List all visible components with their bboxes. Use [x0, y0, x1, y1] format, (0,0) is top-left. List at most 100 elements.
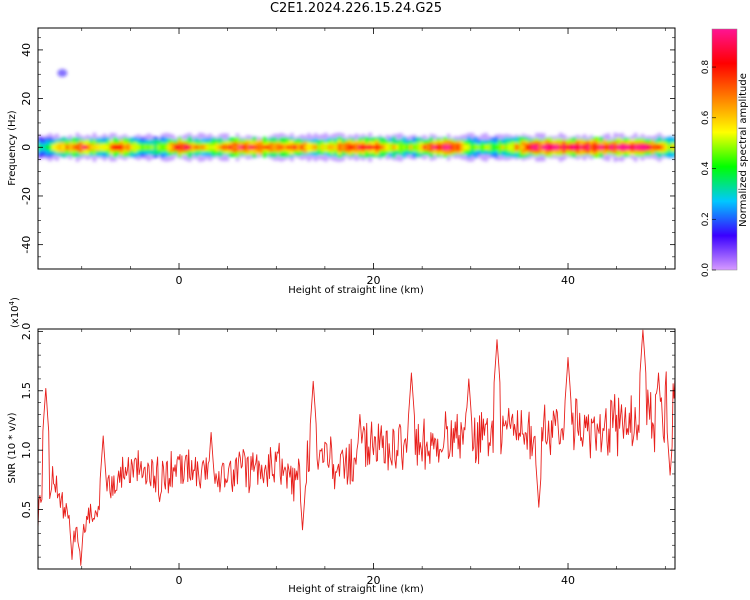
- spectrogram-cell: [599, 144, 604, 151]
- spectrogram-cell: [55, 144, 60, 150]
- spectrogram-cell: [633, 145, 638, 150]
- spectrogram-cell: [252, 145, 257, 150]
- spectrogram-x-ticks: 0 20 40: [81, 28, 666, 287]
- spectrogram-cell: [99, 144, 104, 150]
- spectrogram-cell: [374, 144, 379, 151]
- spectrogram-panel: 40 20 0 -20 -40 0 20 40 Frequency (Hz) Height …: [7, 27, 676, 296]
- spectrogram-cell: [208, 144, 213, 150]
- spectrogram-cell: [558, 145, 563, 150]
- spectrogram-cell: [538, 145, 543, 150]
- spectrogram-cell: [44, 144, 49, 151]
- spectrogram-cell: [422, 144, 427, 150]
- colorbar-label: Normalized spectral amplitude: [738, 73, 749, 227]
- spectrogram-cell: [391, 144, 397, 150]
- spectrogram-cell: [626, 144, 631, 150]
- spectrogram-cell: [191, 144, 196, 150]
- spectrogram-cell: [575, 144, 580, 151]
- spectrogram-cell: [123, 144, 128, 151]
- spectrogram-cell: [334, 145, 339, 150]
- spectrogram-cell: [221, 144, 226, 151]
- spectrogram-cell: [623, 144, 628, 150]
- spectrogram-cell: [395, 144, 400, 150]
- spectrogram-cell: [429, 145, 434, 150]
- spectrogram-cell: [286, 144, 291, 150]
- spectrogram-cell: [456, 144, 461, 150]
- spectrogram-cell: [276, 145, 281, 150]
- spectrogram-cell: [504, 144, 509, 150]
- spectrogram-cell: [660, 145, 665, 150]
- spectrogram-cell: [650, 145, 655, 150]
- spectrogram-cell: [568, 145, 573, 150]
- spectrogram-cell: [500, 145, 505, 150]
- spectrogram-cell: [238, 145, 243, 150]
- spectrogram-cell: [640, 144, 645, 150]
- colorbar-tick-label: 0.6: [701, 110, 711, 125]
- y-tick-label: 0.5: [20, 501, 33, 519]
- spectrogram-cell: [201, 144, 206, 150]
- snr-multiplier-base: (x10: [10, 305, 21, 328]
- spectrogram-cell: [368, 144, 373, 150]
- spectrogram-cell: [517, 145, 522, 150]
- snr-x-axis-label: Height of straight line (km): [288, 584, 424, 595]
- spectrogram-cell: [388, 144, 393, 150]
- x-tick-label: 20: [367, 574, 381, 587]
- spectrogram-cell: [269, 144, 274, 150]
- spectrogram-cell: [487, 144, 492, 151]
- spectrogram-cell: [102, 144, 107, 151]
- y-tick-label: 1.5: [20, 382, 33, 400]
- spectrogram-cell: [647, 144, 652, 151]
- spectrogram-cell: [317, 145, 322, 150]
- spectrogram-y-axis-label: Frequency (Hz): [7, 110, 18, 186]
- snr-multiplier-exponent: 4: [8, 300, 16, 305]
- colorbar-gradient: [712, 29, 737, 270]
- colorbar: 0.0 0.2 0.4 0.6 0.8 Normalized spectral ampl…: [701, 28, 749, 277]
- snr-multiplier-close: ): [10, 297, 21, 301]
- spectrogram-cell: [129, 145, 134, 150]
- spectrogram-cell: [521, 144, 526, 150]
- spectrogram-cell: [548, 144, 553, 150]
- y-tick-label: 0: [20, 144, 33, 151]
- spectrogram-cell: [225, 144, 230, 151]
- x-tick-label: 0: [176, 574, 183, 587]
- spectrogram-cell: [272, 144, 277, 150]
- spectrogram-cell: [167, 144, 172, 150]
- spectrogram-cell: [667, 144, 672, 150]
- spectrogram-cell: [75, 144, 80, 150]
- x-tick-label: 40: [561, 574, 575, 587]
- spectrogram-cell: [432, 145, 437, 150]
- spectrogram-cell: [146, 144, 151, 150]
- spectrogram-cell: [337, 144, 342, 151]
- spectrogram-cell: [153, 145, 158, 150]
- spectrogram-cell: [204, 144, 209, 150]
- spectrogram-cell: [371, 145, 376, 150]
- spectrogram-cell: [551, 144, 556, 151]
- spectrogram-cell: [65, 145, 70, 150]
- snr-plot-area: [38, 329, 675, 569]
- spectrogram-cell: [534, 145, 539, 150]
- snr-series-line: [38, 329, 675, 566]
- spectrogram-cell: [562, 145, 567, 150]
- spectrogram-cell: [460, 144, 465, 150]
- spectrogram-cell: [313, 144, 318, 150]
- spectrogram-cell: [48, 144, 53, 150]
- spectrogram-cell: [106, 144, 111, 150]
- spectrogram-cell: [177, 145, 182, 150]
- snr-frame: [37, 328, 676, 570]
- spectrogram-cell: [402, 145, 407, 150]
- spectrogram-cell: [327, 145, 332, 150]
- spectrogram-cell: [126, 144, 131, 150]
- spectrogram-cell: [140, 144, 145, 151]
- spectrogram-cell: [283, 144, 288, 150]
- spectrogram-cell: [174, 145, 179, 150]
- x-tick-label: 20: [367, 274, 381, 287]
- spectrogram-frame: [37, 27, 676, 270]
- spectrogram-cell: [68, 144, 73, 151]
- spectrogram-cell: [170, 144, 175, 151]
- spectrogram-cell: [197, 145, 202, 150]
- spectrogram-cell: [78, 144, 83, 151]
- y-tick-label: -20: [20, 187, 33, 205]
- spectrogram-cell: [320, 144, 325, 150]
- spectrogram-cell: [119, 144, 124, 150]
- spectrogram-cell: [419, 144, 424, 150]
- spectrogram-cell: [259, 145, 264, 150]
